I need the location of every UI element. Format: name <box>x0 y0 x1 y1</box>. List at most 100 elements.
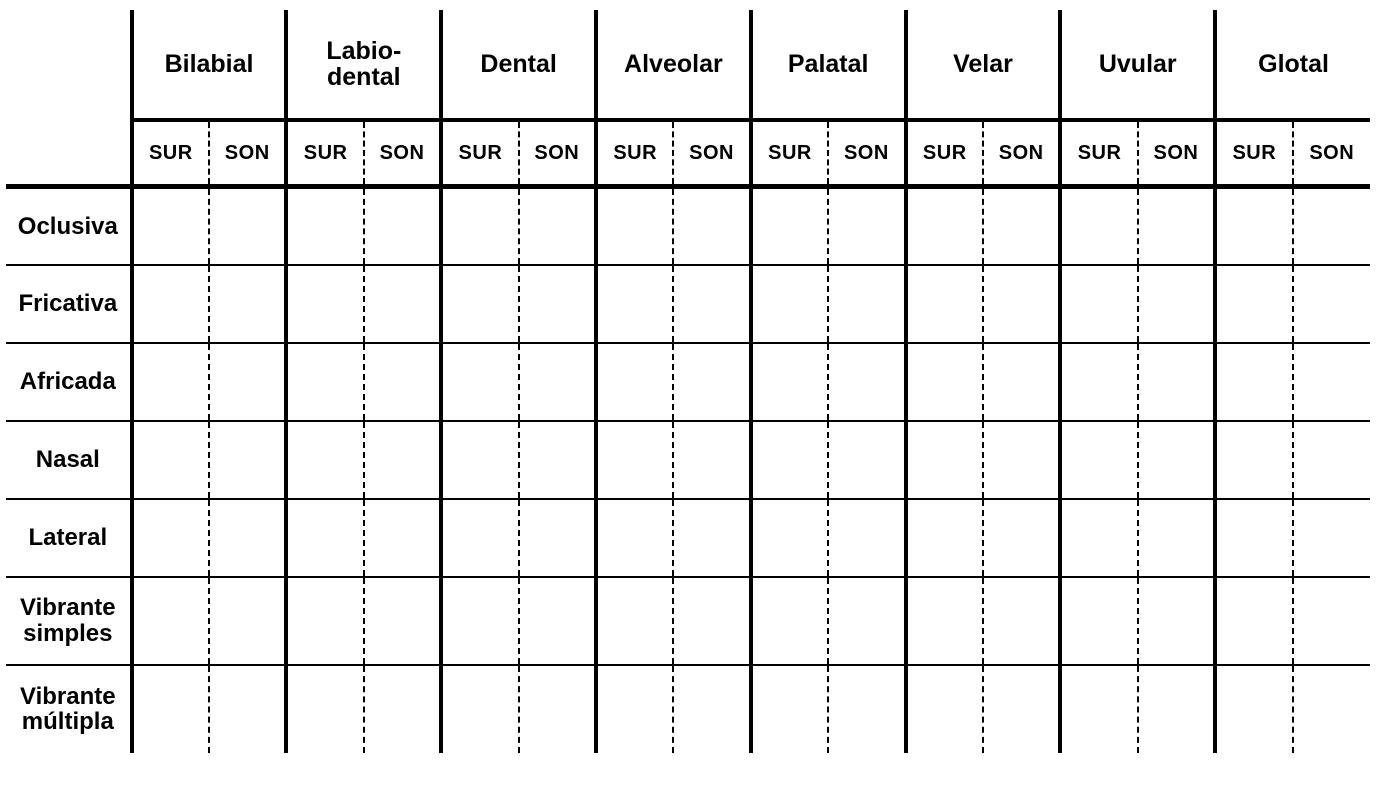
cell-son <box>209 421 286 499</box>
row-label: Lateral <box>6 499 132 577</box>
cell-son <box>983 187 1060 265</box>
cell-son <box>209 265 286 343</box>
cell-son <box>828 265 905 343</box>
cell-sur <box>1060 343 1137 421</box>
cell-sur <box>906 187 983 265</box>
cell-sur <box>1060 499 1137 577</box>
cell-son <box>828 187 905 265</box>
cell-sur <box>441 343 518 421</box>
cell-son <box>1138 577 1215 665</box>
cell-sur <box>132 187 209 265</box>
cell-son <box>983 665 1060 753</box>
cell-son <box>364 265 441 343</box>
table-row: Oclusiva <box>6 187 1370 265</box>
cell-sur <box>751 265 828 343</box>
cell-son <box>209 343 286 421</box>
corner-cell <box>6 10 132 120</box>
sub-sur: SUR <box>132 120 209 187</box>
cell-sur <box>132 499 209 577</box>
cell-sur <box>1215 421 1292 499</box>
cell-sur <box>132 421 209 499</box>
cell-sur <box>441 665 518 753</box>
cell-son <box>364 499 441 577</box>
cell-son <box>364 343 441 421</box>
row-label: Oclusiva <box>6 187 132 265</box>
sub-sur: SUR <box>286 120 363 187</box>
cell-sur <box>596 421 673 499</box>
table-row: Vibrantemúltipla <box>6 665 1370 753</box>
cell-son <box>364 421 441 499</box>
sub-sur: SUR <box>1215 120 1292 187</box>
cell-son <box>828 421 905 499</box>
cell-son <box>209 499 286 577</box>
consonant-table: Bilabial Labio-dental Dental Alveolar Pa… <box>6 10 1370 753</box>
sub-sur: SUR <box>596 120 673 187</box>
cell-sur <box>906 665 983 753</box>
row-label: Fricativa <box>6 265 132 343</box>
cell-sur <box>1060 265 1137 343</box>
cell-sur <box>596 265 673 343</box>
cell-sur <box>906 421 983 499</box>
cell-son <box>983 421 1060 499</box>
cell-sur <box>286 421 363 499</box>
cell-son <box>1138 665 1215 753</box>
sub-sur: SUR <box>441 120 518 187</box>
cell-sur <box>1215 577 1292 665</box>
cell-sur <box>596 665 673 753</box>
cell-son <box>209 665 286 753</box>
cell-sur <box>1215 343 1292 421</box>
table-row: Nasal <box>6 421 1370 499</box>
cell-sur <box>441 577 518 665</box>
cell-son <box>673 577 750 665</box>
col-labiodental: Labio-dental <box>286 10 441 120</box>
cell-sur <box>286 343 363 421</box>
table-body: OclusivaFricativaAfricadaNasalLateralVib… <box>6 187 1370 753</box>
col-uvular: Uvular <box>1060 10 1215 120</box>
row-label: Vibrantesimples <box>6 577 132 665</box>
cell-sur <box>441 187 518 265</box>
cell-son <box>519 665 596 753</box>
cell-son <box>1138 343 1215 421</box>
col-velar: Velar <box>906 10 1061 120</box>
row-label: Nasal <box>6 421 132 499</box>
sub-son: SON <box>519 120 596 187</box>
cell-sur <box>751 343 828 421</box>
table-row: Vibrantesimples <box>6 577 1370 665</box>
row-label: Vibrantemúltipla <box>6 665 132 753</box>
cell-sur <box>441 499 518 577</box>
place-header-row: Bilabial Labio-dental Dental Alveolar Pa… <box>6 10 1370 120</box>
row-label: Africada <box>6 343 132 421</box>
cell-son <box>983 265 1060 343</box>
cell-sur <box>596 187 673 265</box>
cell-sur <box>596 343 673 421</box>
cell-sur <box>751 499 828 577</box>
cell-sur <box>132 665 209 753</box>
cell-son <box>1138 265 1215 343</box>
sub-son: SON <box>983 120 1060 187</box>
cell-sur <box>132 265 209 343</box>
cell-son <box>1138 187 1215 265</box>
col-alveolar: Alveolar <box>596 10 751 120</box>
table-header: Bilabial Labio-dental Dental Alveolar Pa… <box>6 10 1370 187</box>
table-row: Lateral <box>6 499 1370 577</box>
cell-son <box>1293 187 1370 265</box>
cell-son <box>828 343 905 421</box>
cell-son <box>519 343 596 421</box>
cell-son <box>828 499 905 577</box>
cell-sur <box>441 265 518 343</box>
cell-son <box>673 187 750 265</box>
cell-sur <box>906 577 983 665</box>
cell-sur <box>1215 499 1292 577</box>
cell-son <box>209 577 286 665</box>
cell-sur <box>1060 665 1137 753</box>
table-row: Africada <box>6 343 1370 421</box>
table-row: Fricativa <box>6 265 1370 343</box>
cell-sur <box>906 343 983 421</box>
cell-sur <box>751 577 828 665</box>
cell-sur <box>1060 421 1137 499</box>
cell-son <box>983 499 1060 577</box>
cell-son <box>673 265 750 343</box>
cell-sur <box>596 577 673 665</box>
cell-son <box>828 665 905 753</box>
cell-sur <box>441 421 518 499</box>
